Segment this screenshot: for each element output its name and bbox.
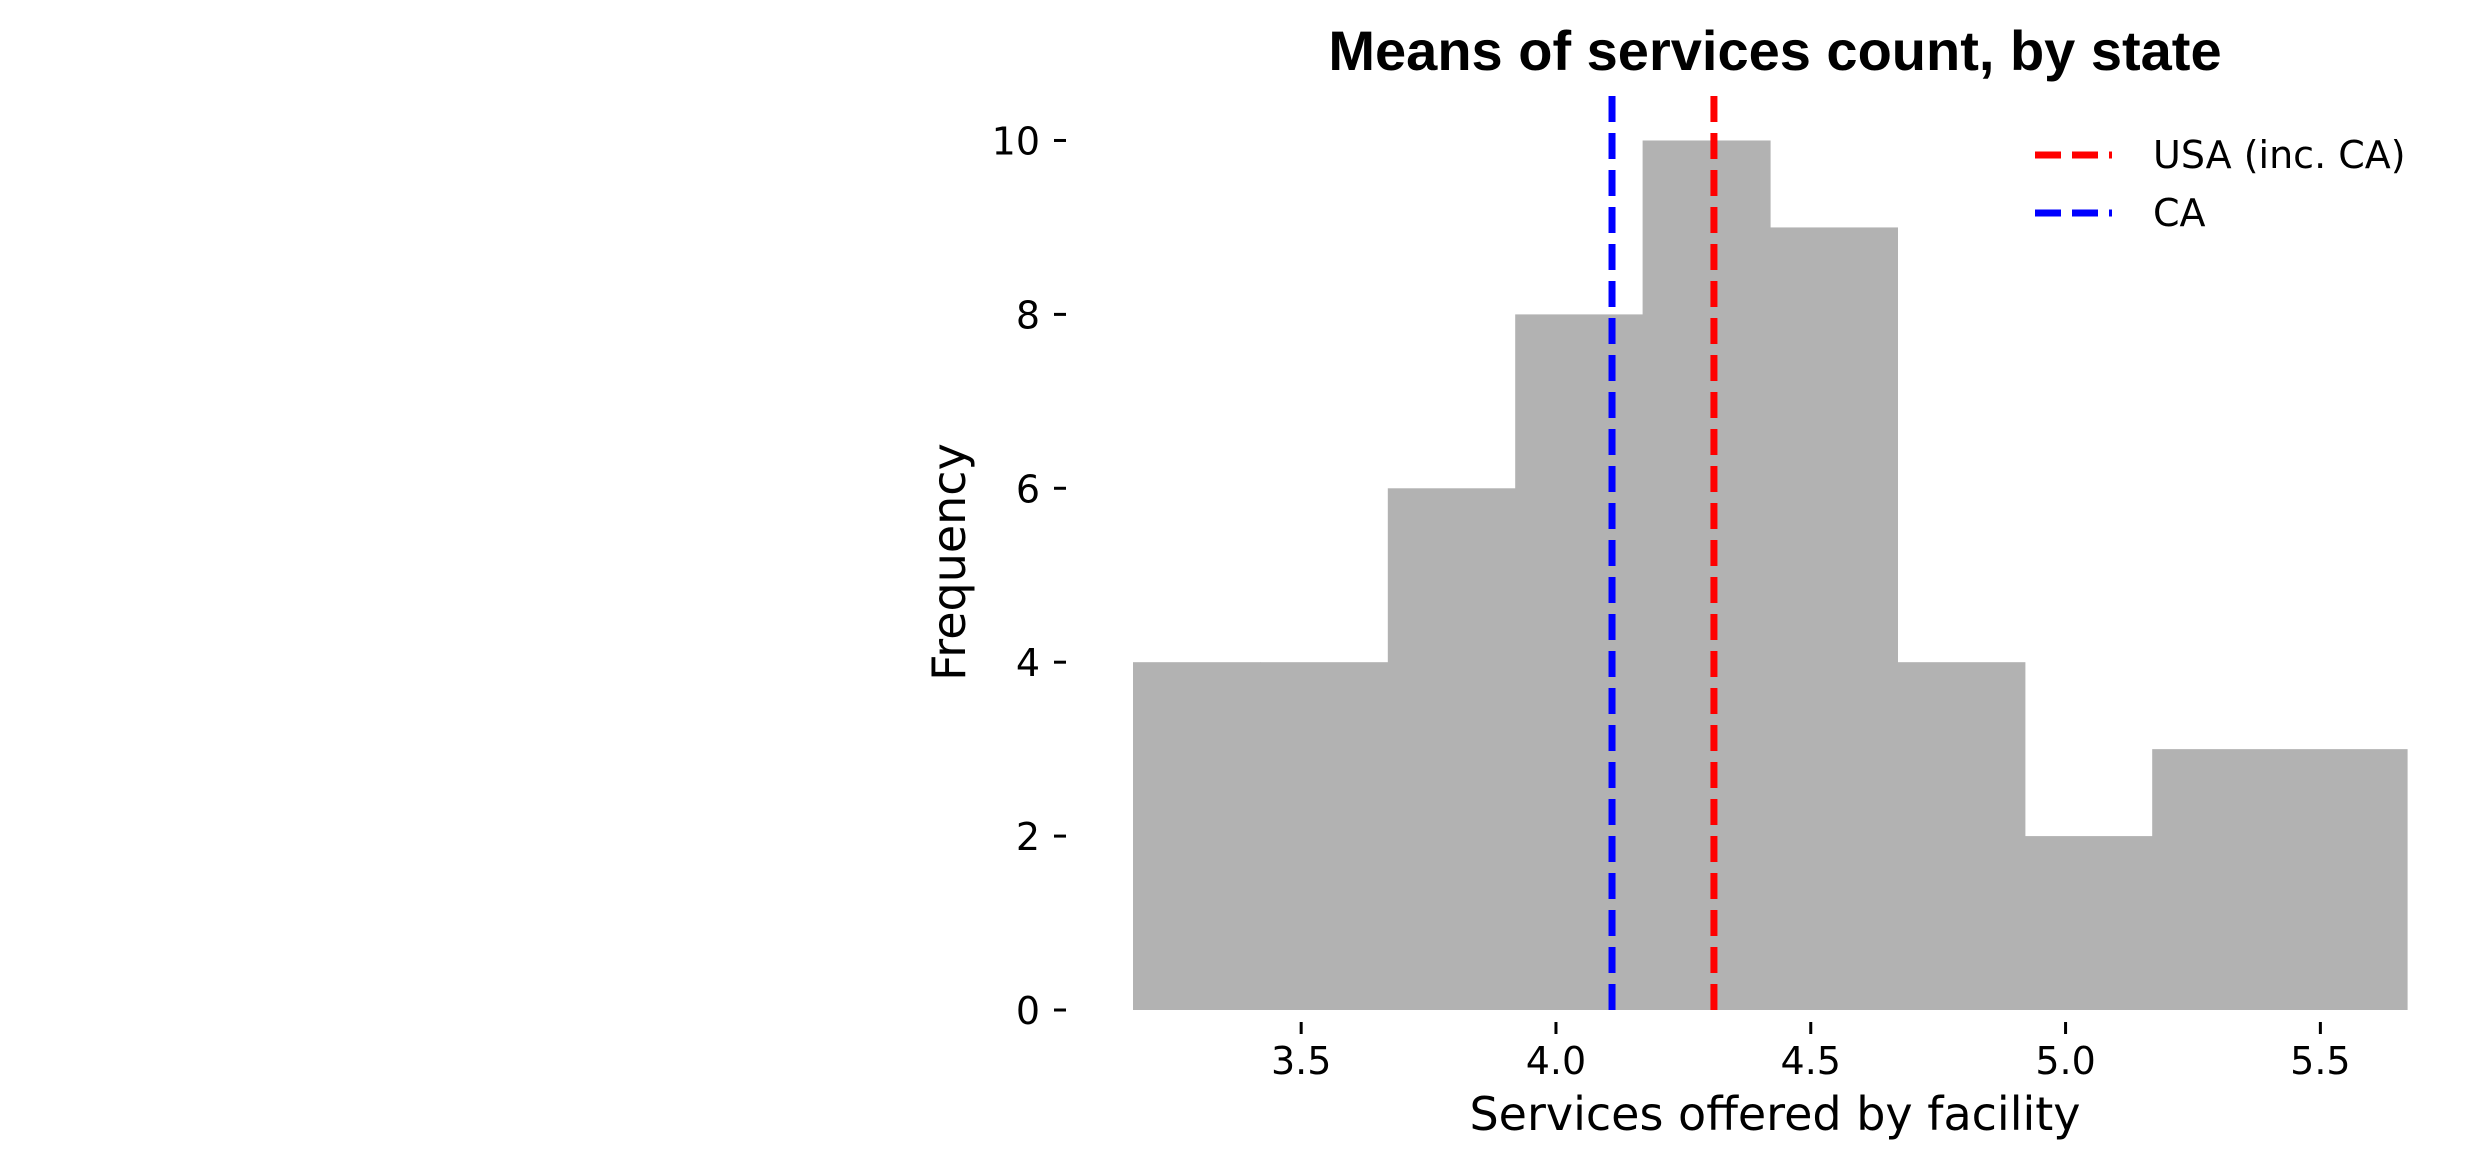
legend-label: CA	[2153, 191, 2206, 235]
x-tick-label: 4.5	[1781, 1039, 1841, 1083]
y-tick-label: 2	[1016, 815, 1040, 859]
x-tick-label: 3.5	[1271, 1039, 1331, 1083]
histogram-bar	[1260, 662, 1389, 1010]
histogram-bar	[2024, 836, 2153, 1010]
histogram-bars	[1133, 140, 2408, 1010]
histogram-bar	[1133, 662, 1261, 1010]
legend-label: USA (inc. CA)	[2153, 133, 2406, 177]
histogram-bar	[1387, 488, 1516, 1010]
x-axis: 3.5 4.0 4.5 5.0 5.5	[1271, 1022, 2351, 1083]
histogram-bar	[2279, 749, 2408, 1010]
x-tick-label: 4.0	[1526, 1039, 1586, 1083]
y-tick-label: 0	[1016, 989, 1040, 1033]
histogram-bar	[1770, 227, 1898, 1010]
x-axis-label: Services offered by facility	[1469, 1087, 2080, 1141]
histogram-bar	[1897, 662, 2026, 1010]
y-tick-label: 8	[1016, 293, 1040, 337]
chart-title: Means of services count, by state	[1328, 19, 2221, 82]
y-tick-label: 6	[1016, 467, 1040, 511]
y-tick-label: 4	[1016, 641, 1040, 685]
y-tick-label: 10	[992, 119, 1040, 163]
x-tick-label: 5.0	[2035, 1039, 2095, 1083]
histogram-bar	[1642, 140, 1771, 1010]
histogram-bar	[1515, 314, 1644, 1010]
x-tick-label: 5.5	[2290, 1039, 2350, 1083]
y-axis: 0 2 4 6 8 10	[992, 119, 1066, 1033]
y-axis-label: Frequency	[922, 443, 976, 681]
histogram-bar	[2152, 749, 2281, 1010]
legend: USA (inc. CA) CA	[2035, 133, 2406, 235]
mean-lines	[1608, 93, 1718, 1010]
